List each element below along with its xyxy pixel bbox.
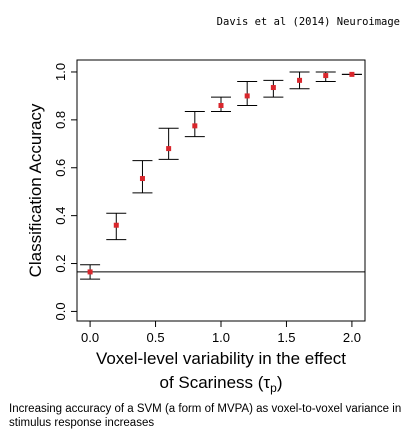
data-points — [87, 71, 355, 275]
y-tick-label: 1.0 — [53, 63, 68, 81]
data-point — [192, 123, 198, 129]
data-point — [139, 176, 145, 182]
x-axis-label-line2: of Scariness (τp) — [159, 373, 282, 395]
y-tick-label: 0.4 — [53, 207, 68, 225]
tau-subscript: p — [270, 381, 277, 395]
error-bars — [80, 71, 362, 280]
y-tick-label: 0.8 — [53, 111, 68, 129]
tau-symbol: τ — [263, 373, 270, 392]
data-point — [323, 73, 329, 79]
data-point — [349, 71, 355, 77]
figure-caption: Increasing accuracy of a SVM (a form of … — [9, 403, 402, 429]
x-axis: 0.0 0.5 1.0 1.5 2.0 — [81, 321, 361, 345]
scatter-chart: 0.0 0.5 1.0 1.5 2.0 0.0 0.2 0.4 0.6 0.8 1.0 Class… — [26, 59, 366, 395]
data-point — [166, 146, 172, 152]
x-tick-label: 1.0 — [212, 330, 230, 345]
y-tick-label: 0.0 — [53, 302, 68, 320]
data-point — [218, 102, 224, 108]
data-point — [297, 77, 303, 83]
y-tick-label: 0.2 — [53, 254, 68, 272]
x-axis-label-suffix: ) — [277, 373, 283, 392]
citation-text: Davis et al (2014) Neuroimage — [216, 16, 400, 28]
y-axis-label: Classification Accuracy — [26, 103, 45, 277]
x-tick-label: 2.0 — [343, 330, 361, 345]
data-point — [113, 222, 119, 228]
y-tick-label: 0.6 — [53, 159, 68, 177]
data-point — [244, 93, 250, 99]
x-tick-label: 0.5 — [147, 330, 165, 345]
x-axis-label-line1: Voxel-level variability in the effect — [96, 349, 346, 368]
x-axis-label-prefix: of Scariness ( — [159, 373, 263, 392]
x-tick-label: 0.0 — [81, 330, 99, 345]
data-point — [270, 85, 276, 91]
y-axis: 0.0 0.2 0.4 0.6 0.8 1.0 — [53, 63, 77, 320]
data-point — [87, 269, 93, 275]
x-tick-label: 1.5 — [277, 330, 295, 345]
